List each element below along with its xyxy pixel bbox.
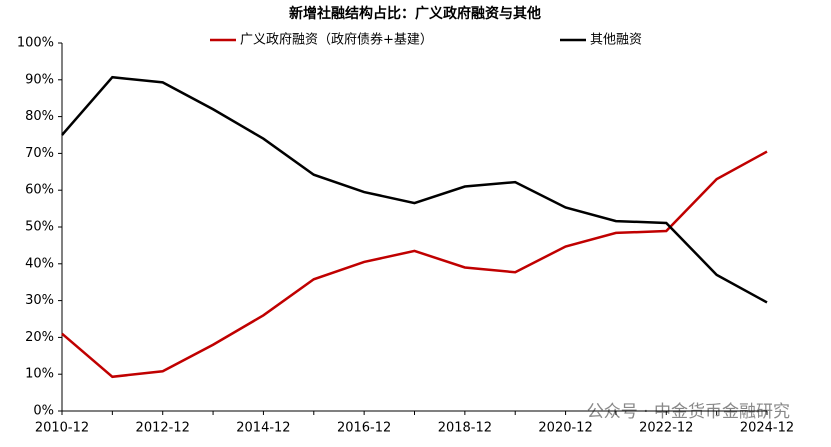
x-tick-label: 2012-12 [136, 421, 190, 436]
x-tick-label: 2020-12 [538, 421, 592, 436]
x-tick-label: 2018-12 [438, 421, 492, 436]
x-tick-label: 2016-12 [337, 421, 391, 436]
watermark: 公众号 · 中金货币金融研究 [587, 402, 790, 422]
y-tick-label: 20% [25, 330, 54, 345]
legend-label: 其他融资 [590, 33, 642, 48]
y-tick-label: 100% [17, 36, 54, 51]
y-tick-label: 90% [25, 72, 54, 87]
y-tick-label: 50% [25, 220, 54, 235]
y-tick-label: 10% [25, 367, 54, 382]
x-tick-label: 2010-12 [35, 421, 89, 436]
y-tick-label: 30% [25, 293, 54, 308]
series-line [61, 150, 768, 379]
y-tick-label: 80% [25, 109, 54, 124]
series-line [61, 75, 768, 304]
y-tick-label: 60% [25, 183, 54, 198]
y-tick-label: 40% [25, 256, 54, 271]
y-tick-label: 0% [33, 404, 54, 419]
x-tick-label: 2024-12 [740, 421, 794, 436]
x-tick-label: 2014-12 [236, 421, 290, 436]
legend-label: 广义政府融资（政府债券+基建） [240, 32, 433, 48]
chart-title: 新增社融结构占比：广义政府融资与其他 [289, 5, 541, 22]
y-tick-label: 70% [25, 146, 54, 161]
x-tick-label: 2022-12 [639, 421, 693, 436]
